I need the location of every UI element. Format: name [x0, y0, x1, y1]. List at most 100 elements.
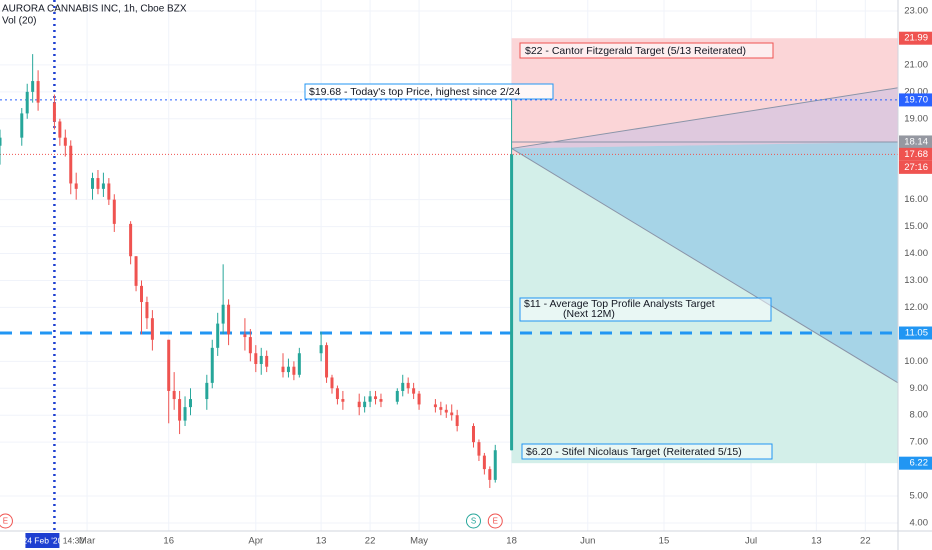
candle-body	[297, 353, 301, 375]
candle-body	[96, 178, 100, 189]
candle-body	[188, 399, 192, 408]
price-tag-label: 11.05	[905, 328, 928, 339]
x-tick-label: 13	[811, 536, 822, 547]
candle-body	[265, 355, 269, 367]
x-tick-label: Jul	[745, 536, 757, 547]
candle-body	[374, 396, 378, 400]
candle-body	[248, 337, 252, 354]
x-tick-label: 15	[659, 536, 670, 547]
candle-body	[58, 121, 62, 138]
y-tick-label: 12.00	[904, 302, 928, 313]
candle-body	[0, 137, 2, 146]
crosshair-time: 14:30	[63, 535, 85, 545]
y-tick-label: 16.00	[904, 194, 928, 205]
candle-body	[439, 407, 443, 410]
y-tick-label: 9.00	[910, 383, 929, 394]
candle-body	[20, 113, 24, 138]
fan-lower-area	[511, 141, 898, 383]
candle-body	[254, 353, 258, 365]
candle-body	[493, 450, 497, 480]
price-tag-label: 19.70	[904, 94, 928, 105]
candle-body	[335, 388, 339, 400]
candle-body	[444, 409, 448, 413]
price-tag	[899, 326, 932, 340]
countdown-label: 27:16	[904, 162, 928, 173]
candle-body	[227, 304, 231, 335]
candle-body	[129, 223, 133, 257]
price-tag	[899, 456, 932, 470]
y-tick-label: 7.00	[910, 437, 929, 448]
y-tick-label: 20.00	[904, 86, 928, 97]
y-tick-label: 23.00	[904, 6, 928, 17]
candle-body	[69, 145, 73, 184]
annotation-box	[521, 443, 773, 460]
candle-body	[477, 442, 481, 456]
candle-body	[286, 366, 290, 373]
annotation-box	[304, 83, 554, 100]
y-tick-label: 21.00	[904, 59, 928, 70]
candle-body	[281, 366, 285, 373]
crosshair-tag	[25, 533, 60, 548]
lines-layer	[0, 0, 898, 531]
y-tick-label: 8.00	[910, 410, 929, 421]
candle-body	[210, 347, 214, 383]
candle-body	[172, 390, 176, 400]
candle-body	[488, 469, 492, 480]
y-tick-label: 5.00	[910, 491, 929, 502]
x-tick-label: May	[410, 536, 428, 547]
crosshair-date: 24 Feb '20	[22, 535, 62, 545]
candle-body	[406, 382, 410, 389]
candle-body	[395, 390, 399, 402]
candle-body	[150, 318, 154, 340]
x-tick-label: 18	[506, 536, 517, 547]
annotation: (Next 12M)	[563, 308, 615, 320]
candle-body	[101, 183, 105, 189]
event-marker	[465, 513, 481, 529]
x-tick-label: 22	[365, 536, 376, 547]
x-tick-label: 16	[163, 536, 174, 547]
candle-body	[36, 81, 40, 103]
candle-body	[259, 355, 263, 365]
candle-body	[292, 366, 296, 375]
price-tag-label: 18.14	[904, 136, 928, 147]
chart-title: AURORA CANNABIS INC, 1h, Cboe BZX	[2, 4, 187, 15]
candle-body	[167, 339, 171, 391]
x-tick-label: Mar	[79, 536, 95, 547]
price-tag-label: 17.68	[904, 149, 928, 160]
candle-body	[63, 137, 67, 146]
fan-upper-line	[511, 87, 899, 149]
y-tick-label: 14.00	[904, 248, 928, 259]
candle-body	[31, 81, 35, 92]
x-tick-label: 13	[316, 536, 327, 547]
candle-body	[450, 412, 454, 416]
price-tag-label: 6.22	[910, 458, 929, 469]
price-tag	[899, 147, 932, 161]
candle-body	[74, 183, 78, 189]
chart-subtitle: Vol (20)	[2, 16, 36, 27]
x-tick-label: Jun	[580, 536, 595, 547]
annotations-layer: $22 - Cantor Fitzgerald Target (5/13 Rei…	[304, 42, 774, 460]
candles-layer	[0, 54, 514, 488]
candle-body	[401, 382, 405, 391]
candle-body	[112, 199, 116, 224]
candle-body	[216, 323, 220, 348]
y-tick-label: 19.00	[904, 113, 928, 124]
x-tick-label: 22	[860, 536, 871, 547]
zones-layer	[511, 38, 899, 464]
y-tick-label: 13.00	[904, 275, 928, 286]
candle-body	[471, 425, 475, 443]
candle-body	[319, 345, 323, 354]
event-label: E	[3, 517, 8, 526]
fan-lower-line	[511, 148, 899, 384]
price-tag	[899, 135, 932, 149]
candle-body	[433, 404, 437, 408]
candle-body	[140, 285, 144, 303]
candle-body	[368, 396, 372, 402]
candle-body	[341, 399, 345, 402]
y-tick-label: 4.00	[910, 518, 929, 529]
candle-body	[330, 377, 334, 389]
y-tick-label: 10.00	[904, 356, 928, 367]
candle-body	[178, 399, 182, 421]
